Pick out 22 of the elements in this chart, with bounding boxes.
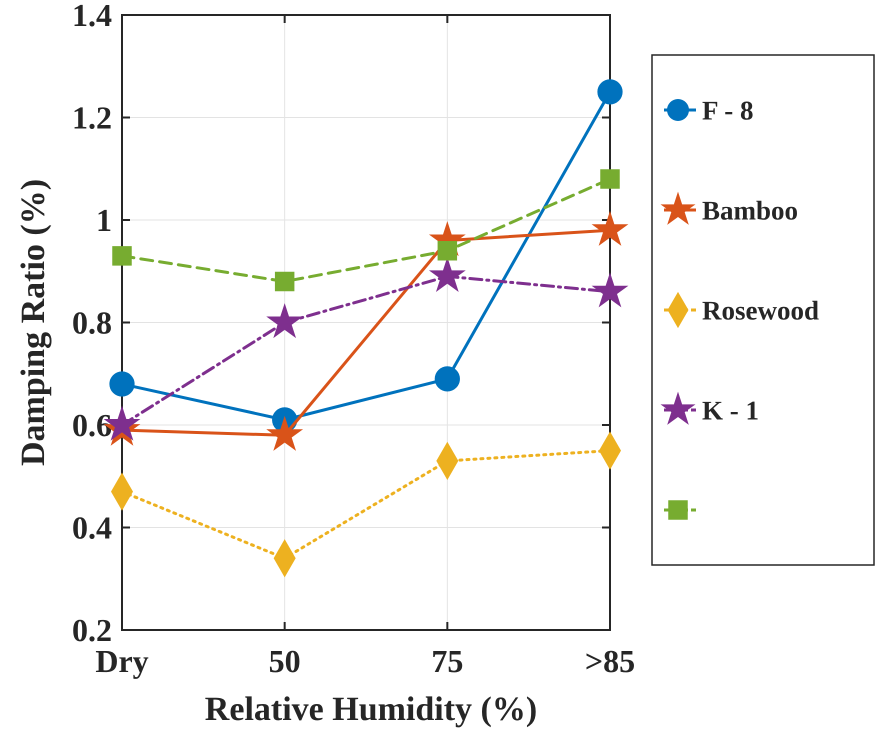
y-tick-label: 0.8 xyxy=(72,304,112,341)
y-tick-label: 1.4 xyxy=(72,0,112,34)
legend-label: K - 1 xyxy=(702,395,759,426)
point xyxy=(274,272,294,292)
legend-label: Bamboo xyxy=(702,195,798,226)
point xyxy=(434,366,460,392)
point xyxy=(109,371,135,397)
y-axis-title: Damping Ratio (%) xyxy=(15,178,52,466)
legend-label: F - 8 xyxy=(702,95,754,126)
point xyxy=(600,169,620,189)
x-tick-label: 50 xyxy=(268,643,301,679)
point xyxy=(112,246,132,266)
y-tick-label: 0.6 xyxy=(72,407,112,444)
legend-label: Rosewood xyxy=(702,295,820,326)
x-axis-title: Relative Humidity (%) xyxy=(204,691,538,728)
y-tick-label: 0.4 xyxy=(72,510,112,546)
point xyxy=(438,241,458,260)
point xyxy=(597,79,623,104)
y-tick-label: 1.2 xyxy=(72,100,112,136)
x-tick-label: >85 xyxy=(584,643,636,679)
x-tick-label: 75 xyxy=(431,643,464,679)
y-tick-label: 1 xyxy=(96,202,112,238)
